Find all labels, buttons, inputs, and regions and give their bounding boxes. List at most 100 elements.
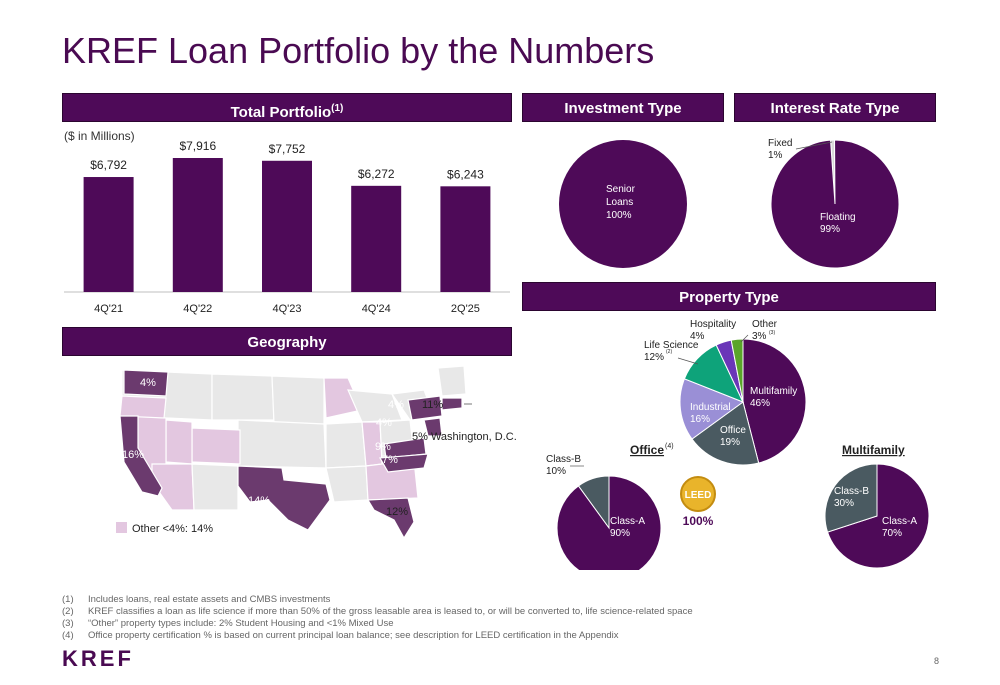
kref-logo: KREF xyxy=(62,646,134,671)
bar-value-label: $6,792 xyxy=(90,158,127,172)
office-title-note: (4) xyxy=(665,443,674,450)
x-tick-label: 4Q'21 xyxy=(94,303,123,315)
map-washington xyxy=(123,369,169,397)
map-utah xyxy=(165,419,193,465)
slice-multi-class-a xyxy=(826,463,930,569)
slice-pct-fixed: 1% xyxy=(768,150,783,161)
map-dakotas xyxy=(271,375,325,427)
map-massachusetts xyxy=(441,397,463,411)
other-leader-line xyxy=(740,334,749,343)
map-california xyxy=(119,415,163,497)
leed-badge-text: LEED xyxy=(685,490,712,501)
office-pie: Office (4) Class-A90% Class-B10% LEED 100% xyxy=(546,443,716,570)
footnote-1: (1) Includes loans, real estate assets an… xyxy=(62,594,331,605)
x-tick-label: 4Q'24 xyxy=(362,303,391,315)
multi-label-class-b: Class-B xyxy=(834,486,869,497)
slice-pct-industrial: 16% xyxy=(690,414,710,425)
map-florida xyxy=(366,497,415,540)
x-tick-label: 4Q'22 xyxy=(183,303,212,315)
footnote-4: (4) Office property certification % is ba… xyxy=(62,630,619,641)
slice-pct-floating: 99% xyxy=(820,224,840,235)
bar-4Q'22 xyxy=(172,158,223,292)
map-colorado xyxy=(191,427,241,465)
total-portfolio-header-label: Total Portfolio xyxy=(230,104,332,121)
slice-pct-other: 3% xyxy=(752,331,767,342)
slice-floating xyxy=(770,139,900,269)
geo-label-nc: 7% xyxy=(382,454,398,466)
slice-multifamily xyxy=(742,338,807,464)
slice-label-multifamily: Multifamily xyxy=(750,386,797,397)
investment-type-pie: Senior Loans 100% xyxy=(559,140,687,268)
slice-label-senior: Senior xyxy=(606,184,636,195)
slice-pct-life-science: 12% xyxy=(644,352,664,363)
slice-pct-multifamily: 46% xyxy=(750,398,770,409)
slice-pct-hospitality: 4% xyxy=(690,331,705,342)
geo-label-ca: 16% xyxy=(122,449,144,461)
total-portfolio-bar-chart: ($ in Millions) $6,792 4Q'21 $7,916 4Q'22 $7… xyxy=(64,129,510,315)
geo-label-fl: 12% xyxy=(386,506,408,518)
slice-label-life-science: Life Science xyxy=(644,340,699,351)
multi-label-class-a: Class-A xyxy=(882,516,917,527)
bar-value-label: $6,272 xyxy=(358,167,395,181)
page-number: 8 xyxy=(934,656,940,666)
geo-label-tx: 14% xyxy=(248,495,270,507)
geography-header: Geography xyxy=(62,327,512,356)
geo-label-nj: 4% xyxy=(376,417,392,429)
map-new-york xyxy=(407,395,443,421)
slice-label-industrial: Industrial xyxy=(690,402,731,413)
bar-4Q'23 xyxy=(262,160,312,292)
multi-pct-class-a: 70% xyxy=(882,528,902,539)
us-geography-map: 4% 16% 14% 4% 4% 9% 7% 11% 5% Washington… xyxy=(116,365,517,540)
geo-legend-swatch xyxy=(116,522,127,533)
slice-label-fixed: Fixed xyxy=(768,138,792,149)
leed-badge-icon xyxy=(680,476,716,512)
page-title: KREF Loan Portfolio by the Numbers xyxy=(62,30,655,71)
geo-label-ny: 4% xyxy=(388,399,404,411)
slice-note-other: (3) xyxy=(769,330,775,336)
map-new-england xyxy=(437,365,467,397)
office-label-class-a: Class-A xyxy=(610,516,645,527)
office-pct-class-b: 10% xyxy=(546,466,566,477)
map-central xyxy=(325,421,367,469)
unit-label: ($ in Millions) xyxy=(64,129,135,143)
interest-rate-type-header: Interest Rate Type xyxy=(734,93,936,122)
slice-senior-loans xyxy=(559,140,687,268)
geo-legend-label: Other <4%: 14% xyxy=(132,523,213,535)
life-science-leader-line xyxy=(677,357,699,365)
bar-2Q'25 xyxy=(440,186,491,292)
x-tick-label: 2Q'25 xyxy=(451,303,480,315)
slice-other xyxy=(730,338,744,403)
geo-label-dc: 5% Washington, D.C. xyxy=(412,431,517,443)
slice-office-class-a xyxy=(556,475,662,570)
geo-label-va: 9% xyxy=(375,441,391,453)
map-oregon xyxy=(119,395,167,419)
bar-value-label: $6,243 xyxy=(447,167,484,181)
map-new-jersey xyxy=(423,417,443,437)
x-tick-label: 4Q'23 xyxy=(272,303,301,315)
slice-pct-office: 19% xyxy=(720,437,740,448)
geo-label-ma: 11% xyxy=(422,399,443,411)
leed-pct: 100% xyxy=(683,514,714,528)
map-texas xyxy=(237,465,331,531)
slice-label-loans: Loans xyxy=(606,197,633,208)
multifamily-title: Multifamily xyxy=(842,443,905,457)
office-title: Office xyxy=(630,443,664,457)
slice-office xyxy=(691,401,760,466)
office-pct-class-a: 90% xyxy=(610,528,630,539)
map-north-carolina xyxy=(379,453,429,473)
slice-label-floating: Floating xyxy=(820,212,856,223)
slice-pct-senior-loans: 100% xyxy=(606,210,632,221)
fixed-leader-line xyxy=(795,141,833,150)
slice-industrial xyxy=(679,378,745,440)
map-south-central xyxy=(325,465,369,503)
bar-4Q'24 xyxy=(351,185,402,292)
slice-label-office: Office xyxy=(720,425,746,436)
bar-value-label: $7,752 xyxy=(269,142,306,156)
footnote-2: (2) KREF classifies a loan as life scienc… xyxy=(62,606,693,617)
slice-multi-class-b xyxy=(824,463,878,533)
map-mountain-north xyxy=(211,373,275,421)
investment-type-header: Investment Type xyxy=(522,93,724,122)
property-type-header: Property Type xyxy=(522,282,936,311)
